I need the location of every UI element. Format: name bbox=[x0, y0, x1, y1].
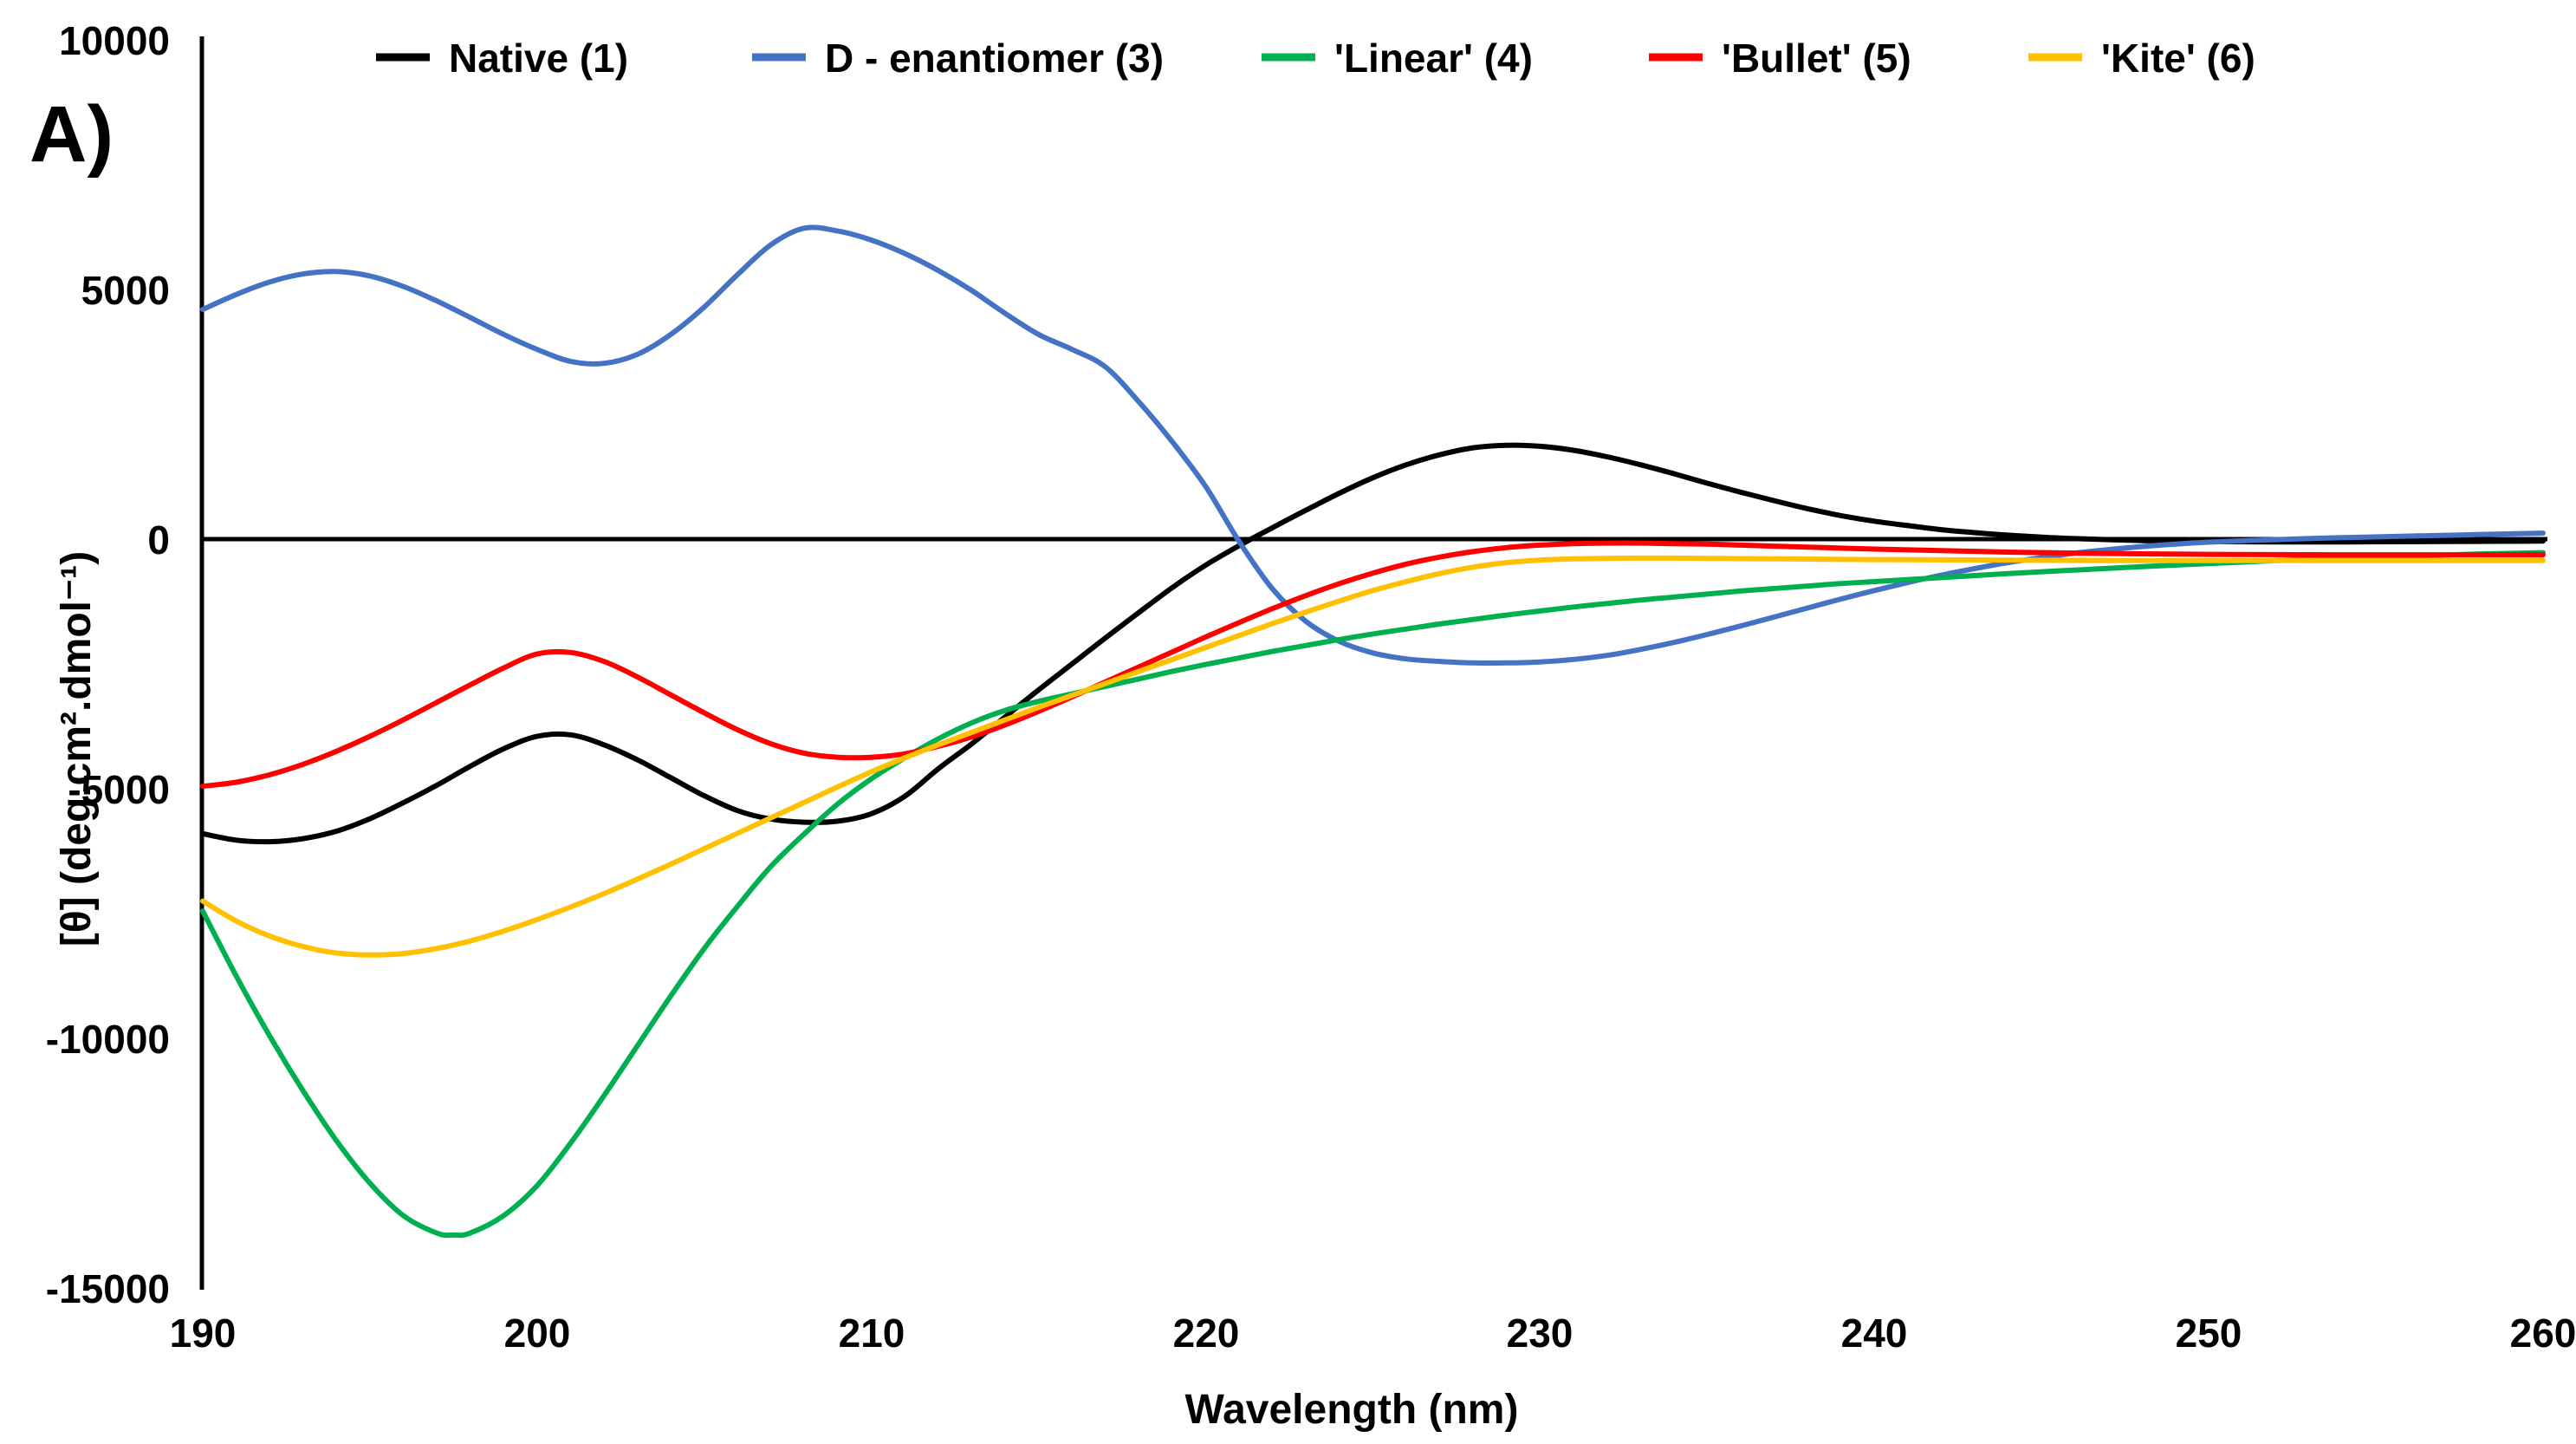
x-tick-label: 200 bbox=[504, 1311, 571, 1356]
legend-item-linear-4: 'Linear' (4) bbox=[1262, 36, 1533, 81]
y-tick-label: 5000 bbox=[81, 268, 170, 313]
x-tick-label: 230 bbox=[1507, 1311, 1574, 1356]
x-tick-label: 220 bbox=[1173, 1311, 1240, 1356]
y-axis-title: [θ] (deg.cm².dmol⁻¹) bbox=[54, 551, 100, 947]
x-tick-label: 250 bbox=[2176, 1311, 2242, 1356]
legend: Native (1) D - enantiomer (3) 'Linear' (4)… bbox=[376, 36, 2255, 81]
legend-item-kite-6: 'Kite' (6) bbox=[2028, 36, 2255, 81]
curve-d-enantiomer-3 bbox=[200, 224, 2546, 666]
y-tick-label: -10000 bbox=[46, 1017, 170, 1062]
panel-label: A) bbox=[29, 90, 114, 179]
legend-label-d-enantiomer-3: D - enantiomer (3) bbox=[825, 36, 1164, 81]
x-tick-label: 260 bbox=[2510, 1311, 2576, 1356]
curve-linear-4 bbox=[200, 550, 2546, 1239]
legend-label-kite-6: 'Kite' (6) bbox=[2101, 36, 2255, 81]
x-axis-tick-labels: 190 200 210 220 230 240 250 260 bbox=[170, 1311, 2576, 1356]
curve-bullet-5 bbox=[200, 540, 2546, 790]
y-tick-label: 10000 bbox=[59, 18, 170, 63]
y-axis-tick-labels: 10000 5000 0 -5000 -10000 -15000 bbox=[46, 18, 170, 1311]
y-tick-label: 0 bbox=[147, 517, 170, 563]
legend-label-bullet-5: 'Bullet' (5) bbox=[1722, 36, 1911, 81]
legend-item-d-enantiomer-3: D - enantiomer (3) bbox=[752, 36, 1164, 81]
x-tick-label: 190 bbox=[170, 1311, 237, 1356]
legend-label-linear-4: 'Linear' (4) bbox=[1334, 36, 1533, 81]
data-curves bbox=[200, 224, 2546, 1239]
legend-label-native-1: Native (1) bbox=[449, 36, 628, 81]
curve-native-1 bbox=[200, 442, 2546, 845]
y-tick-label: -5000 bbox=[68, 767, 170, 812]
x-axis-title: Wavelength (nm) bbox=[1185, 1387, 1519, 1433]
legend-item-native-1: Native (1) bbox=[376, 36, 628, 81]
legend-item-bullet-5: 'Bullet' (5) bbox=[1649, 36, 1911, 81]
x-tick-label: 240 bbox=[1841, 1311, 1908, 1356]
x-tick-label: 210 bbox=[839, 1311, 905, 1356]
y-tick-label: -15000 bbox=[46, 1266, 170, 1311]
curve-kite-6 bbox=[200, 555, 2546, 958]
